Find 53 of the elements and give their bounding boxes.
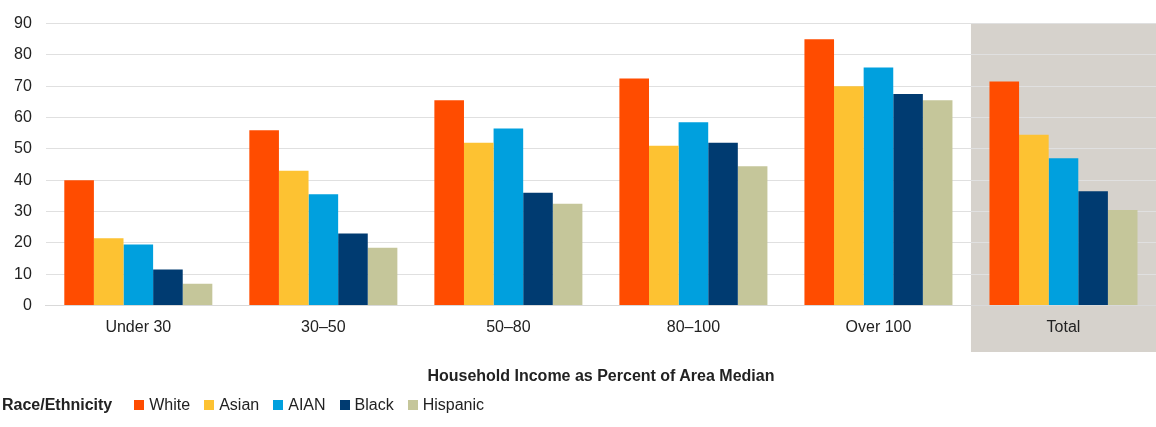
x-tick-label: 30–50	[301, 317, 346, 335]
bar	[893, 94, 923, 306]
bar	[619, 78, 650, 306]
x-axis-title: Household Income as Percent of Area Median	[427, 366, 775, 384]
x-tick-label: Over 100	[845, 317, 912, 335]
bar	[523, 192, 553, 306]
bar	[64, 180, 94, 306]
x-tick-label: 80–100	[666, 317, 721, 335]
y-tick-label: 90	[14, 14, 32, 32]
y-tick-label: 0	[22, 296, 32, 314]
bar	[249, 130, 279, 306]
bar	[153, 269, 183, 306]
bar	[552, 203, 583, 306]
legend-label: AIAN	[288, 396, 326, 414]
legend-label: Black	[354, 396, 394, 414]
x-tick-label: Under 30	[105, 317, 172, 335]
bar	[1078, 191, 1108, 306]
y-tick-label: 10	[14, 264, 32, 282]
bar	[493, 128, 524, 306]
bar	[308, 194, 339, 306]
bar	[93, 238, 124, 306]
bar	[182, 283, 213, 306]
y-tick-label: 50	[14, 139, 32, 157]
y-tick-label: 20	[14, 233, 32, 251]
bar	[922, 100, 953, 306]
legend-label: Hispanic	[422, 396, 485, 414]
x-tick-label: Total	[1046, 317, 1081, 335]
y-tick-label: 60	[14, 108, 32, 126]
legend-label: Asian	[219, 396, 260, 414]
bar	[278, 170, 309, 306]
bar	[649, 145, 679, 306]
bar	[804, 39, 835, 306]
bar	[1048, 158, 1079, 306]
bar	[834, 86, 864, 306]
bar	[123, 244, 154, 306]
y-tick-label: 40	[14, 170, 32, 188]
legend-label: White	[149, 396, 191, 414]
bar	[1019, 134, 1049, 306]
y-tick-label: 80	[14, 45, 32, 63]
bar	[678, 122, 709, 306]
y-tick-label: 30	[14, 202, 32, 220]
bar	[989, 81, 1020, 306]
bar	[434, 100, 464, 306]
y-tick-label: 70	[14, 76, 32, 94]
bar	[737, 166, 768, 306]
bar	[338, 233, 368, 306]
bar	[463, 142, 494, 306]
bar	[367, 247, 398, 306]
legend-title: Race/Ethnicity	[2, 396, 113, 414]
x-tick-label: 50–80	[486, 317, 531, 335]
bar	[863, 67, 894, 306]
bar	[708, 142, 738, 306]
bar	[1107, 210, 1138, 306]
